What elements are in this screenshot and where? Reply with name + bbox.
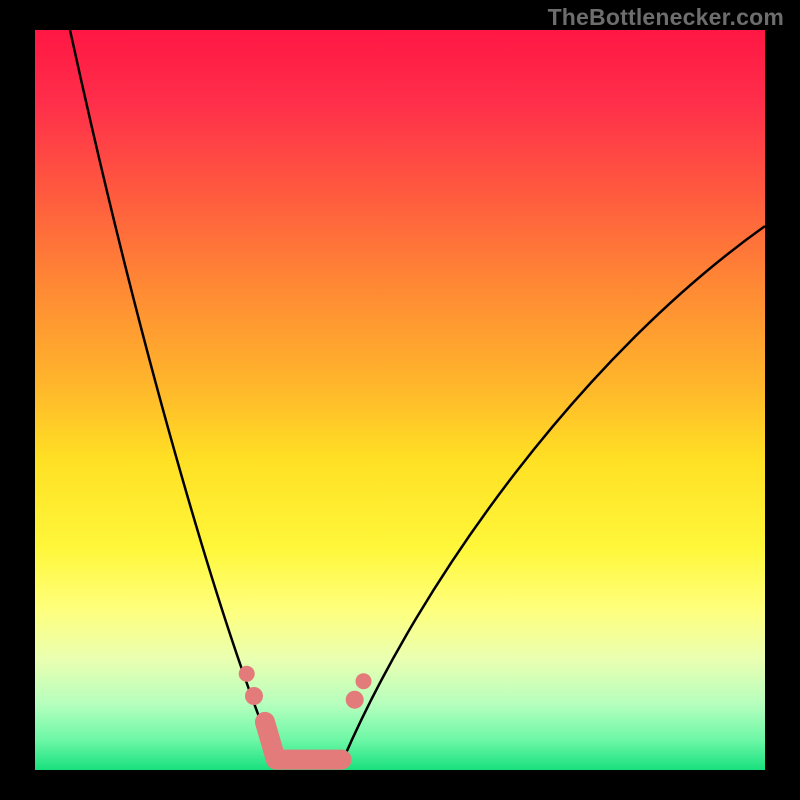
marker-dot <box>346 691 364 709</box>
chart-root: TheBottlenecker.com <box>0 0 800 800</box>
marker-dot <box>356 673 372 689</box>
marker-dot <box>245 687 263 705</box>
bottleneck-chart <box>35 30 765 770</box>
plot-background <box>35 30 765 770</box>
watermark-text: TheBottlenecker.com <box>548 4 784 31</box>
marker-dot <box>239 666 255 682</box>
